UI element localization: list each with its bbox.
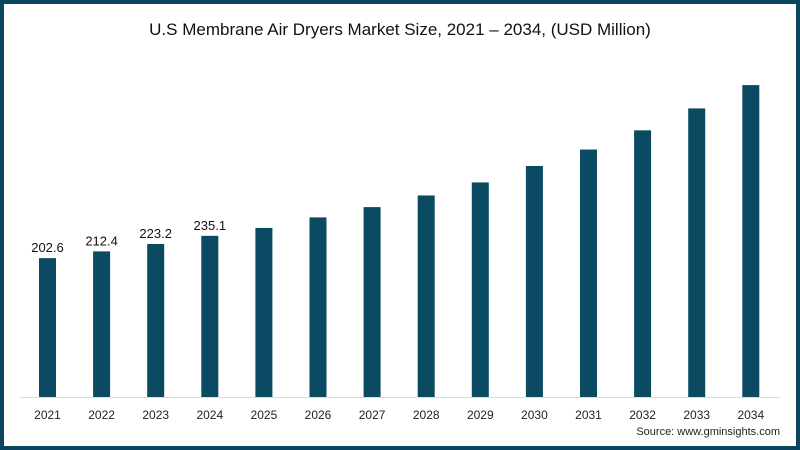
x-tick-label: 2023 bbox=[142, 408, 169, 422]
bar-2033 bbox=[688, 108, 706, 397]
x-tick-label: 2027 bbox=[359, 408, 386, 422]
x-tick-label: 2033 bbox=[683, 408, 710, 422]
bar-2026 bbox=[309, 217, 327, 397]
bar-2023 bbox=[147, 243, 165, 397]
bar-2031 bbox=[580, 149, 597, 397]
bar-2022 bbox=[93, 251, 111, 397]
bar-2027 bbox=[363, 207, 381, 397]
data-label: 212.4 bbox=[85, 233, 118, 248]
x-tick-label: 2028 bbox=[413, 408, 440, 422]
chart-title: U.S Membrane Air Dryers Market Size, 202… bbox=[149, 20, 651, 39]
bar-2024 bbox=[201, 235, 219, 397]
x-tick-label: 2031 bbox=[575, 408, 602, 422]
x-tick-label: 2030 bbox=[521, 408, 548, 422]
bar-2028 bbox=[417, 195, 435, 397]
x-tick-label: 2026 bbox=[305, 408, 332, 422]
x-tick-label: 2021 bbox=[34, 408, 61, 422]
bar-2032 bbox=[634, 130, 652, 397]
source-note: Source: www.gminsights.com bbox=[636, 426, 780, 438]
bar-2030 bbox=[525, 165, 543, 397]
x-tick-label: 2032 bbox=[629, 408, 656, 422]
data-label: 223.2 bbox=[139, 226, 172, 241]
bar-2025 bbox=[255, 227, 273, 397]
x-tick-label: 2025 bbox=[251, 408, 278, 422]
data-label: 235.1 bbox=[194, 218, 227, 233]
bar-2034 bbox=[742, 85, 760, 397]
bar-2029 bbox=[471, 182, 489, 397]
x-tick-label: 2022 bbox=[88, 408, 115, 422]
bar-2021 bbox=[39, 258, 56, 397]
x-tick-label: 2034 bbox=[737, 408, 764, 422]
data-label: 202.6 bbox=[31, 240, 64, 255]
x-tick-label: 2024 bbox=[196, 408, 223, 422]
x-tick-label: 2029 bbox=[467, 408, 494, 422]
